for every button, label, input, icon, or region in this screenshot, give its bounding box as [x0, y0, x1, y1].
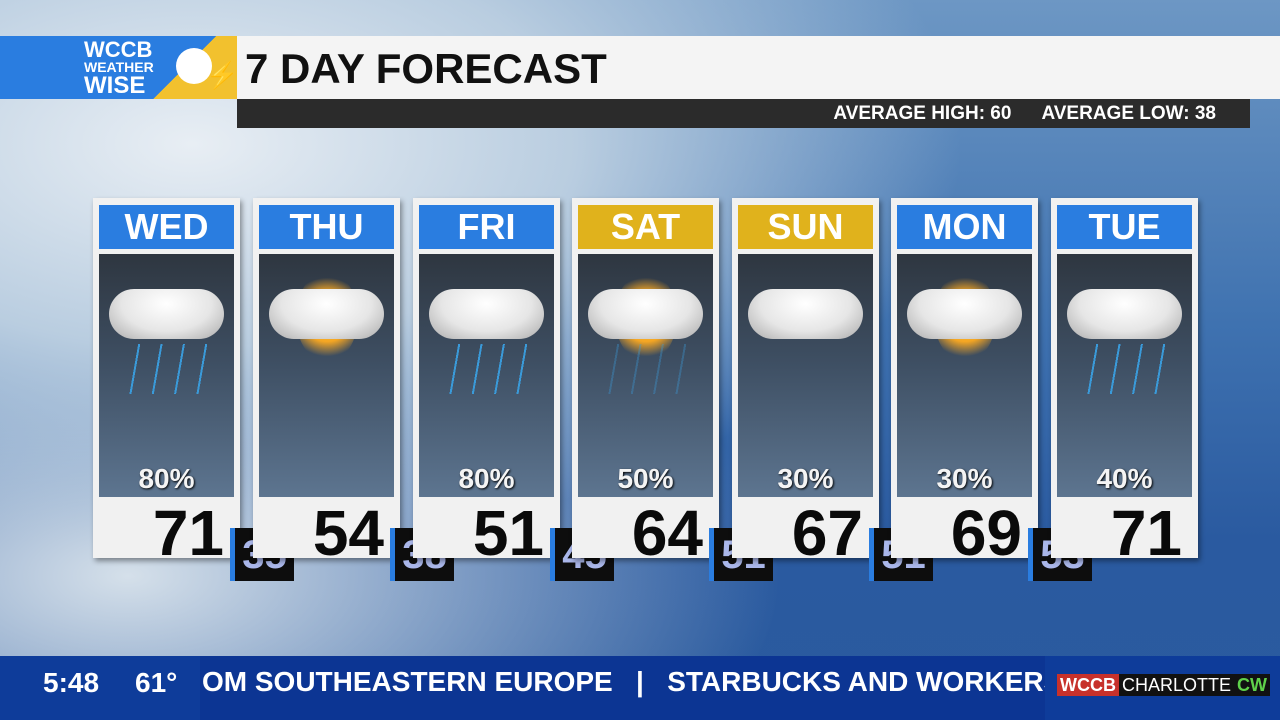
- page-title: 7 DAY FORECAST: [245, 45, 607, 92]
- cloud-icon: [748, 289, 863, 339]
- day-label: FRI: [419, 205, 554, 249]
- high-temp: 69: [950, 497, 1022, 569]
- high-temp: 67: [791, 497, 863, 569]
- partly-sunny-icon: [259, 254, 394, 497]
- rain-icon: [603, 344, 693, 394]
- precip-chance: 30%: [777, 463, 834, 494]
- rain-cloud-icon: 80%: [99, 254, 234, 497]
- day-label: TUE: [1057, 205, 1192, 249]
- forecast-card-sun: SUN 30% 67: [732, 198, 879, 569]
- partly-sunny-icon: 30%: [897, 254, 1032, 497]
- wccb-weather-wise-logo: WCCB WEATHER WISE ⚡: [0, 36, 239, 99]
- logo-text: WEATHER: [84, 59, 154, 75]
- day-label: THU: [259, 205, 394, 249]
- high-temp: 71: [152, 497, 224, 569]
- ticker-crawl: OM SOUTHEASTERN EUROPE | STARBUCKS AND W…: [200, 656, 1045, 720]
- forecast-card-fri: FRI 80% 51: [413, 198, 560, 569]
- lightning-icon: ⚡: [206, 60, 239, 90]
- high-temp: 64: [631, 497, 703, 569]
- forecast-card-tue: TUE 40% 71: [1051, 198, 1198, 569]
- rain-cloud-icon: 80%: [419, 254, 554, 497]
- logo-text: WISE: [84, 72, 146, 99]
- cw-logo: CW: [1234, 674, 1271, 696]
- cloud-icon: [109, 289, 224, 339]
- rain-icon: [444, 344, 534, 394]
- rain-cloud-icon: 40%: [1057, 254, 1192, 497]
- averages-bar: AVERAGE HIGH: 60 AVERAGE LOW: 38: [237, 99, 1250, 128]
- forecast-card-mon: MON 30% 69: [891, 198, 1038, 569]
- cloud-icon: [907, 289, 1022, 339]
- day-label: MON: [897, 205, 1032, 249]
- cloud-icon: [1067, 289, 1182, 339]
- cloud-icon: [269, 289, 384, 339]
- day-label: SUN: [738, 205, 873, 249]
- average-low: AVERAGE LOW: 38: [1041, 102, 1216, 124]
- clock: 5:48: [43, 667, 100, 698]
- current-temp: 61°: [135, 667, 178, 698]
- high-temp: 54: [312, 497, 384, 569]
- forecast-card-wed: WED 80% 71: [93, 198, 240, 569]
- sun-icon: [176, 48, 212, 84]
- logo-text: WCCB: [84, 37, 153, 62]
- station-logo: WCCB CHARLOTTE CW: [1057, 674, 1271, 696]
- forecast-card-sat: SAT 50% 64: [572, 198, 719, 569]
- title-bar: 7 DAY FORECAST: [237, 36, 1280, 99]
- precip-chance: 50%: [617, 463, 674, 494]
- high-temp: 71: [1110, 497, 1182, 569]
- partly-sunny-showers-icon: 50%: [578, 254, 713, 497]
- rain-icon: [1082, 344, 1172, 394]
- news-ticker: 5:48 61° OM SOUTHEASTERN EUROPE | STARBU…: [0, 656, 1280, 720]
- cloudy-icon: 30%: [738, 254, 873, 497]
- day-label: SAT: [578, 205, 713, 249]
- high-temp: 51: [472, 497, 544, 569]
- forecast-card-thu: THU 54: [253, 198, 400, 569]
- rain-icon: [124, 344, 214, 394]
- day-label: WED: [99, 205, 234, 249]
- station-wccb: WCCB: [1057, 674, 1119, 696]
- precip-chance: 80%: [458, 463, 515, 494]
- precip-chance: 40%: [1096, 463, 1153, 494]
- cloud-icon: [588, 289, 703, 339]
- precip-chance: 80%: [138, 463, 195, 494]
- precip-chance: 30%: [936, 463, 993, 494]
- station-city: CHARLOTTE: [1119, 674, 1235, 696]
- cloud-icon: [429, 289, 544, 339]
- average-high: AVERAGE HIGH: 60: [833, 102, 1012, 124]
